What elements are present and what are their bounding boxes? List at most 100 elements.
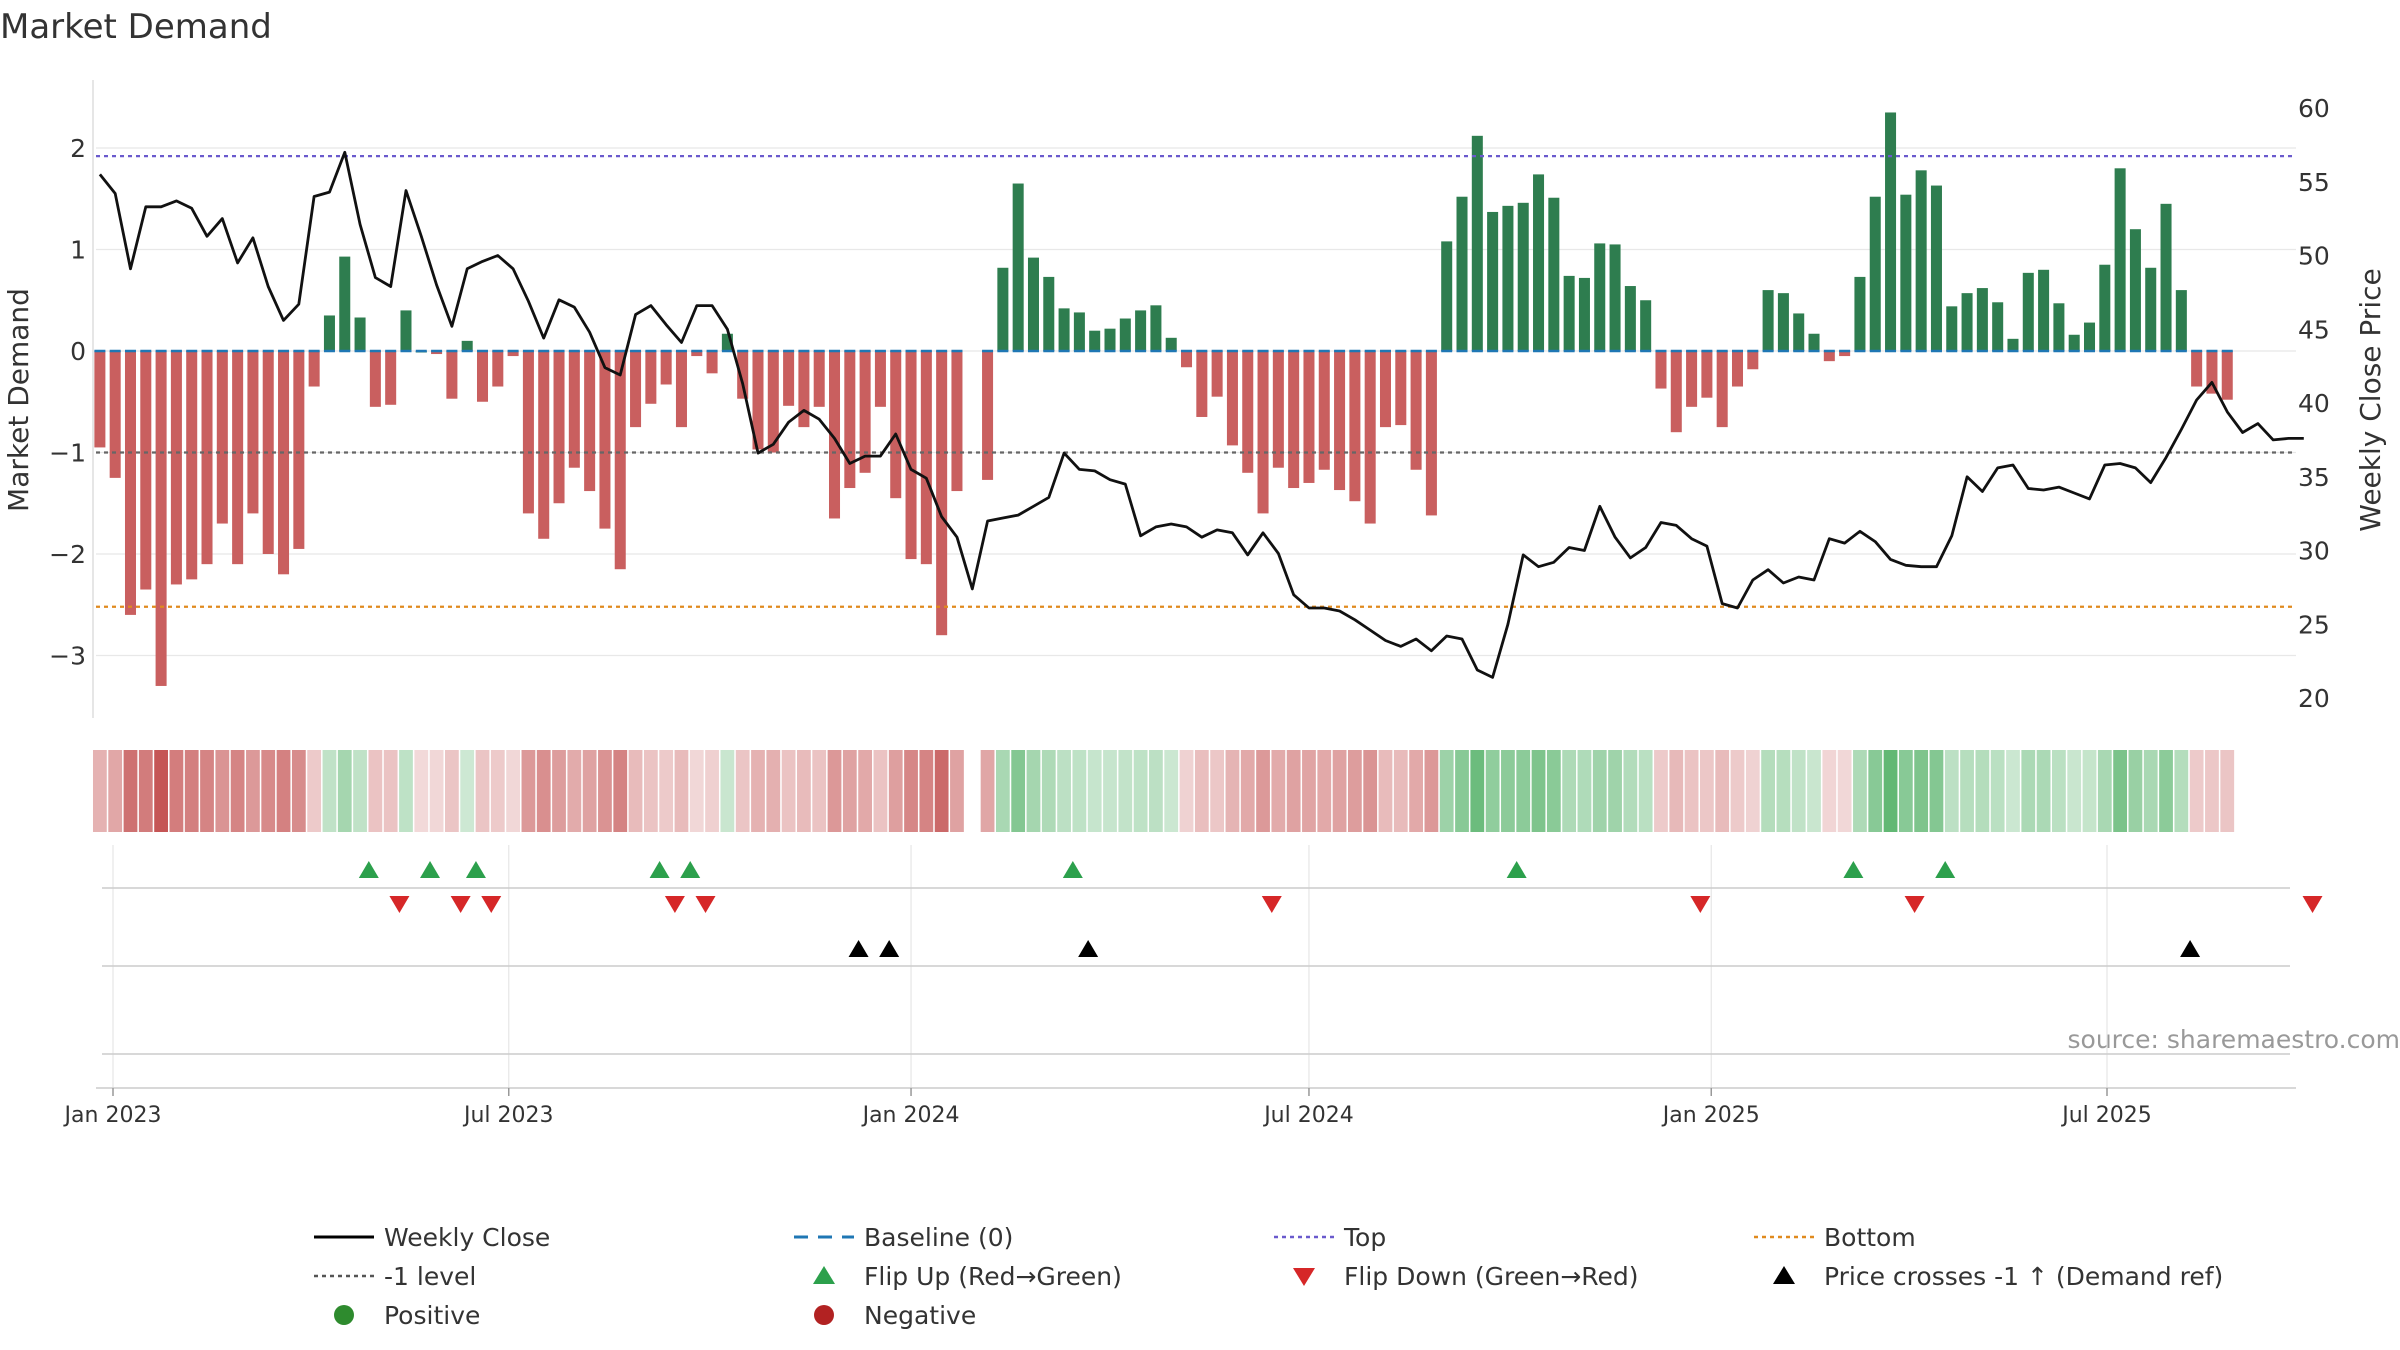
negative-bar xyxy=(476,351,489,402)
positive-bar xyxy=(1961,293,1973,351)
y2-tick-label: 30 xyxy=(2298,537,2330,566)
y2-tick-label: 40 xyxy=(2298,389,2330,418)
strip-cell xyxy=(445,750,459,832)
negative-bar xyxy=(767,351,779,453)
negative-bar xyxy=(1670,351,1682,433)
positive-bar xyxy=(461,340,473,351)
negative-bar xyxy=(599,351,611,529)
source-label: source: sharemaestro.com xyxy=(2068,1025,2400,1054)
x-tick-label: Jul 2023 xyxy=(462,1103,554,1128)
positive-bar xyxy=(1135,310,1147,351)
negative-bar xyxy=(1349,351,1361,502)
flip-down-marker xyxy=(695,896,716,913)
y2-tick-label: 45 xyxy=(2298,315,2330,344)
reference-lines xyxy=(96,155,2296,608)
positive-bar xyxy=(1578,277,1590,351)
strip-cell xyxy=(1149,750,1163,832)
legend-circle xyxy=(814,1305,834,1325)
flip-up-marker xyxy=(465,861,486,878)
negative-bar xyxy=(492,351,504,387)
positive-bar xyxy=(997,267,1009,351)
y-tick-label: −2 xyxy=(49,540,86,569)
strip-cell xyxy=(1868,750,1883,832)
negative-bar xyxy=(1257,351,1269,514)
strip-cell xyxy=(368,750,383,832)
negative-bar xyxy=(170,351,182,585)
strip-cell xyxy=(1853,750,1867,832)
strip-cell xyxy=(1424,750,1439,832)
flip-down-marker xyxy=(1904,896,1925,913)
positive-bar xyxy=(1854,276,1866,351)
strip-cell xyxy=(169,750,184,832)
strip-cell xyxy=(2052,750,2066,832)
negative-bar xyxy=(1318,351,1330,470)
strip-cell xyxy=(1638,750,1653,832)
negative-bar xyxy=(783,351,795,406)
strip-cell xyxy=(1822,750,1837,832)
legend: Weekly Close Baseline (0) Top Bottom -1 leve… xyxy=(314,1223,2223,1330)
axis-ticks: 2 1 0 −1 −2 −3 60 55 50 45 40 35 30 25 20 Jan 2023 Jul 2… xyxy=(49,94,2330,1128)
strip-cell xyxy=(2174,750,2189,832)
strip-cell xyxy=(1990,750,2005,832)
strip-cell xyxy=(1271,750,1286,832)
strip-cell xyxy=(781,750,796,832)
strip-cell xyxy=(1730,750,1745,832)
y-tick-label: 2 xyxy=(70,134,86,163)
strip-cell xyxy=(521,750,536,832)
positive-bar xyxy=(1793,313,1805,351)
y-tick-label: −3 xyxy=(49,642,86,671)
negative-bar xyxy=(446,351,458,399)
negative-bar xyxy=(216,351,228,524)
positive-bar xyxy=(2053,303,2065,351)
strip-cell xyxy=(1837,750,1852,832)
y2-tick-label: 50 xyxy=(2298,242,2330,271)
strip-cell xyxy=(1531,750,1546,832)
strip-cell xyxy=(1975,750,1990,832)
positive-bar xyxy=(323,315,335,351)
strip-cell xyxy=(980,750,995,832)
strip-cell xyxy=(2113,750,2128,832)
strip-cell xyxy=(888,750,903,832)
negative-bar xyxy=(262,351,274,554)
negative-bar xyxy=(920,351,932,565)
negative-bar xyxy=(691,351,703,357)
flip-down-marker xyxy=(450,896,471,913)
positive-bar xyxy=(2099,264,2111,351)
strip-cell xyxy=(1409,750,1423,832)
strip-cell xyxy=(1225,750,1240,832)
strip-cell xyxy=(613,750,628,832)
chart-title: Market Demand xyxy=(0,7,272,47)
negative-bar xyxy=(385,351,397,405)
strip-cell xyxy=(1791,750,1806,832)
strip-cell xyxy=(934,750,949,832)
strip-cell xyxy=(904,750,918,832)
negative-bar xyxy=(1747,351,1759,370)
negative-bar xyxy=(874,351,886,407)
positive-bar xyxy=(1456,196,1468,351)
strip-cell xyxy=(1240,750,1255,832)
negative-bar xyxy=(507,351,519,357)
x-tick-label: Jan 2024 xyxy=(861,1103,960,1128)
strip-cell xyxy=(1501,750,1515,832)
negative-bar xyxy=(186,351,198,580)
strip-cell xyxy=(1133,750,1148,832)
strip-cell xyxy=(567,750,582,832)
negative-bar xyxy=(538,351,550,539)
strip-cell xyxy=(2220,750,2235,832)
positive-bar xyxy=(2083,322,2096,351)
negative-bar xyxy=(369,351,381,407)
strip-cell xyxy=(246,750,260,832)
strip-cell xyxy=(751,750,765,832)
strip-cell xyxy=(2036,750,2051,832)
strip-cell xyxy=(1807,750,1821,832)
negative-bar xyxy=(1288,351,1300,489)
strip-cell xyxy=(1026,750,1041,832)
strip-cell xyxy=(812,750,827,832)
strip-cell xyxy=(1302,750,1316,832)
positive-bar xyxy=(1119,318,1131,351)
x-tick-label: Jan 2025 xyxy=(1661,1103,1760,1128)
strip-cell xyxy=(414,750,429,832)
strip-cell xyxy=(276,750,291,832)
flip-up-marker xyxy=(680,861,701,878)
flip-up-marker xyxy=(1935,861,1956,878)
